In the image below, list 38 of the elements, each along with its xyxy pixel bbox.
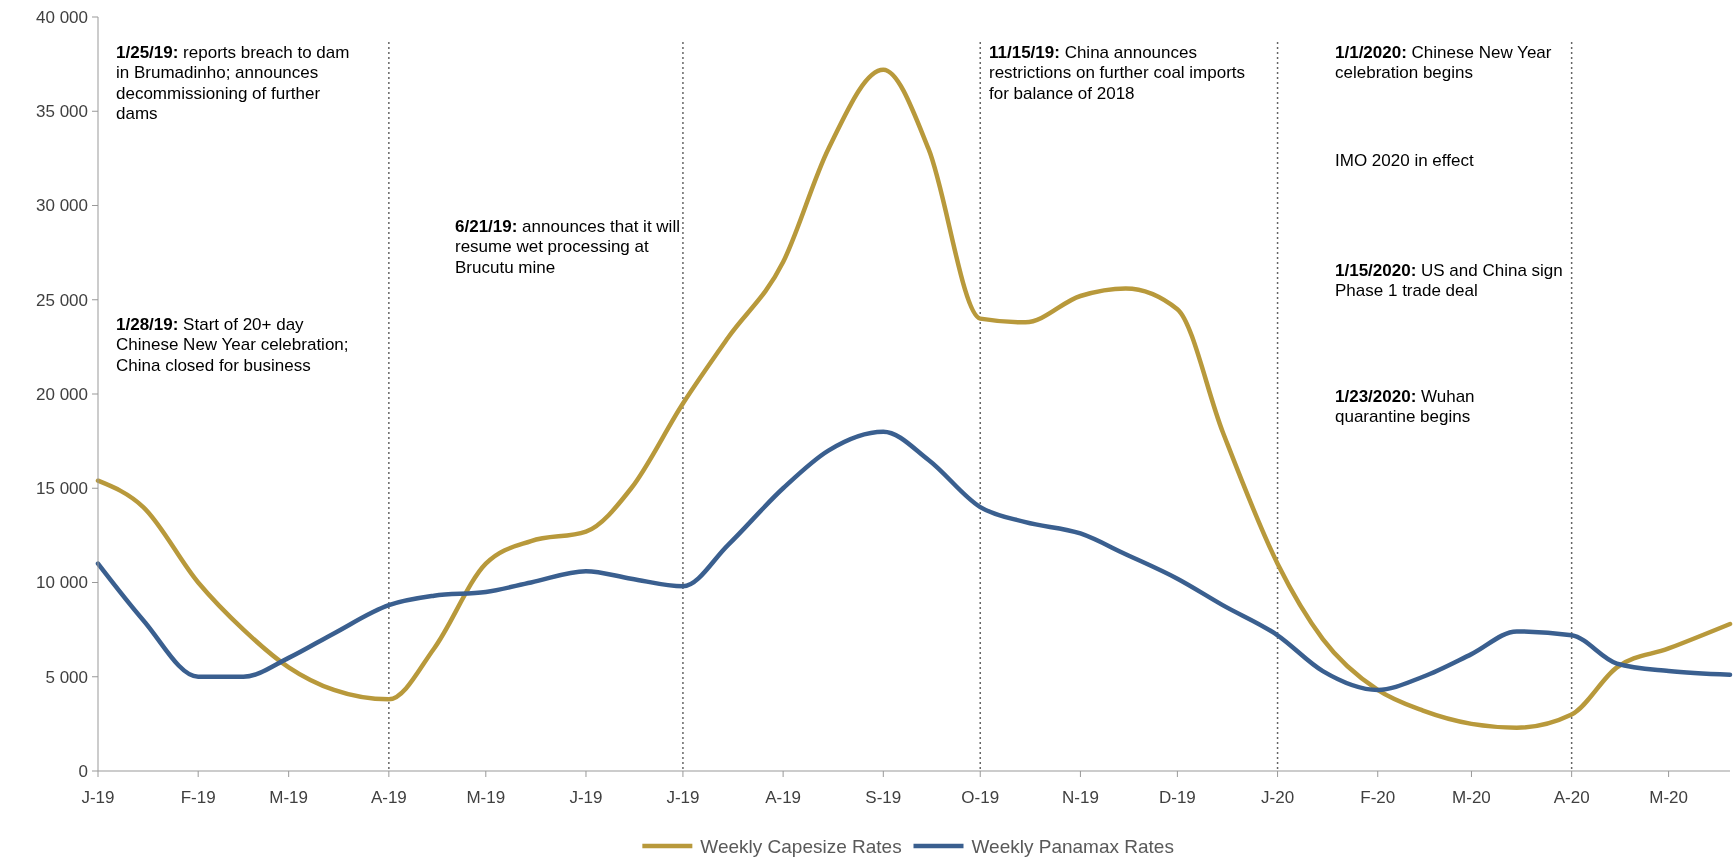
x-tick-label: J-19 bbox=[81, 788, 115, 807]
x-tick-label: A-20 bbox=[1553, 788, 1590, 807]
x-tick-label: M-20 bbox=[1649, 788, 1688, 807]
y-tick-label: 20 000 bbox=[36, 384, 88, 404]
x-tick-label: M-19 bbox=[466, 788, 506, 807]
y-tick-label: 35 000 bbox=[36, 102, 88, 122]
text: 1/1/2020: Chinese New Year celebration begins bbox=[1335, 42, 1552, 83]
x-tick-label: S-19 bbox=[865, 788, 902, 807]
y-tick-label: 10 000 bbox=[36, 573, 88, 593]
x-tick-label: O-19 bbox=[961, 788, 1000, 807]
y-tick-label: 0 bbox=[78, 761, 88, 781]
x-tick-label: A-19 bbox=[765, 788, 802, 807]
x-tick-label: F-20 bbox=[1360, 788, 1396, 807]
annotation: 1/23/2020: Wuhan quarantine begins bbox=[1335, 386, 1475, 427]
line-series bbox=[95, 67, 1733, 730]
x-tick-label: J-19 bbox=[666, 788, 700, 807]
x-tick-label: J-20 bbox=[1261, 788, 1295, 807]
text: 11/15/19: China announces restrictions on further coal imports for balance of 2018 bbox=[989, 42, 1246, 103]
y-tick-label: 25 000 bbox=[36, 290, 88, 310]
x-tick-label: A-19 bbox=[370, 788, 407, 807]
line-series bbox=[95, 429, 1733, 693]
x-tick-label: J-19 bbox=[569, 788, 603, 807]
x-tick-label: F-19 bbox=[180, 788, 216, 807]
y-tick-label: 5 000 bbox=[45, 667, 88, 687]
text: 1/15/2020: US and China sign Phase 1 trade deal bbox=[1335, 260, 1563, 301]
x-tick-label: M-20 bbox=[1452, 788, 1491, 807]
y-tick-label: 30 000 bbox=[36, 196, 88, 216]
x-tick-label: D-19 bbox=[1158, 788, 1196, 807]
y-tick-label: 40 000 bbox=[36, 7, 88, 27]
x-tick-label: N-19 bbox=[1062, 788, 1099, 807]
legend-label: Weekly Panamax Rates bbox=[971, 835, 1174, 857]
text: 6/21/19: announces that it will resume wet processing at Brucutu mine bbox=[455, 216, 680, 277]
x-tick-label: M-19 bbox=[269, 788, 309, 807]
annotation: IMO 2020 in effect bbox=[1335, 150, 1474, 170]
text: 1/25/19: reports breach to dam in Brumadinho; announces decommissioning of further dams bbox=[116, 42, 350, 124]
text: 1/28/19: Start of 20+ day Chinese New Year celebration; China closed for business bbox=[116, 314, 349, 375]
legend-label: Weekly Capesize Rates bbox=[700, 835, 902, 857]
y-tick-label: 15 000 bbox=[36, 479, 88, 499]
